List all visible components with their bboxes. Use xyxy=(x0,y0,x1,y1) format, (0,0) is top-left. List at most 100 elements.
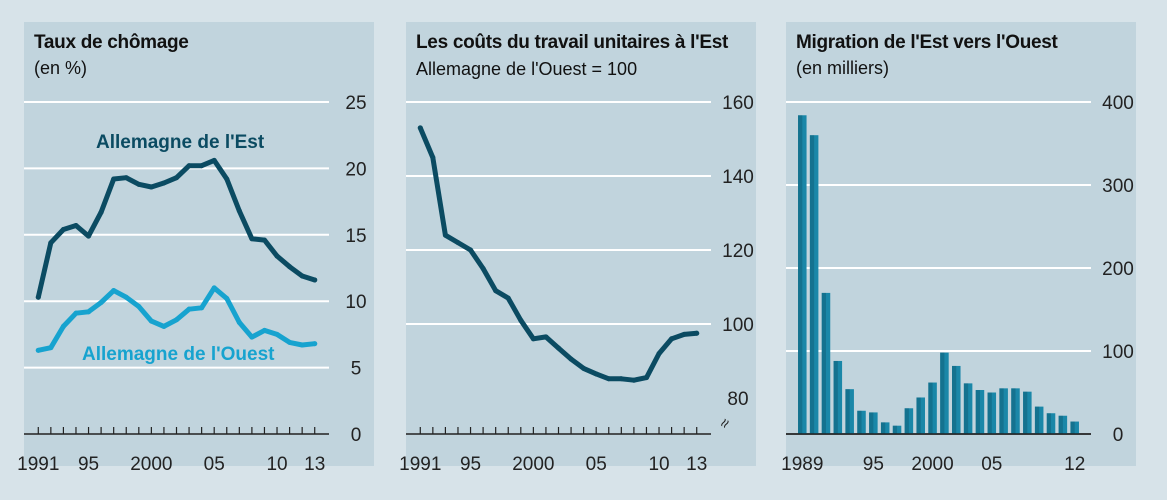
series-line-east-point xyxy=(123,175,129,181)
series-line-east-point xyxy=(211,157,217,163)
x-tick-label: 13 xyxy=(304,454,325,475)
bar xyxy=(821,292,831,434)
bar xyxy=(916,397,925,434)
bar xyxy=(904,408,914,434)
chart-subtitle: Allemagne de l'Ouest = 100 xyxy=(416,59,638,79)
x-tick-label: 1991 xyxy=(399,454,441,475)
series-line-east-point xyxy=(35,294,41,300)
bar-shade xyxy=(916,397,921,434)
bar-shade xyxy=(1046,413,1052,434)
series-line-west-point xyxy=(261,327,267,333)
x-tick-label: 2000 xyxy=(911,454,953,475)
bar xyxy=(1070,421,1079,434)
bar xyxy=(892,425,902,434)
bar xyxy=(999,388,1008,434)
series-line-east-point xyxy=(287,264,293,270)
x-tick-label: 95 xyxy=(863,454,884,475)
bar-shade xyxy=(975,390,980,434)
bar-shade xyxy=(1023,391,1028,434)
series-line-labour-cost-point xyxy=(505,295,511,301)
series-line-west-point xyxy=(98,300,104,306)
y-tick-label: 400 xyxy=(1102,93,1134,114)
y-tick-label: 140 xyxy=(722,167,754,188)
y-tick-label: 100 xyxy=(1102,342,1134,363)
series-line-labour-cost-point xyxy=(430,155,436,160)
series-line-west-point xyxy=(86,309,92,315)
x-tick-label: 95 xyxy=(78,454,99,475)
series-line-east-point xyxy=(148,184,154,190)
series-line-east-point xyxy=(161,180,167,186)
series-line-west-point xyxy=(287,339,293,345)
bar-shade xyxy=(1034,406,1040,434)
series-line-labour-cost xyxy=(417,125,700,383)
series-line-labour-cost-point xyxy=(618,376,624,382)
bar-shade xyxy=(928,382,933,434)
series-line-west-point xyxy=(161,323,167,329)
panel-migration: Migration de l'Est vers l'Ouest (en mill… xyxy=(781,22,1136,475)
bar-shade xyxy=(821,292,826,434)
series-line-west-point xyxy=(274,331,280,337)
y-tick-label: 160 xyxy=(722,93,754,114)
series-line-labour-cost-point xyxy=(568,356,574,362)
y-tick-label: 5 xyxy=(351,359,362,380)
series-line-west-point xyxy=(123,294,129,300)
series-line-labour-cost-point xyxy=(581,365,587,371)
panel-labour-costs: Les coûts du travail unitaires à l'Est A… xyxy=(399,22,756,475)
series-line-labour-cost-point xyxy=(530,336,536,342)
y-tick-label: 80 xyxy=(727,389,748,410)
series-line-labour-cost-point xyxy=(518,317,524,323)
y-tick-label: 10 xyxy=(345,292,366,313)
legend-label-west: Allemagne de l'Ouest xyxy=(82,344,275,365)
series-line-labour-cost-point xyxy=(669,336,675,342)
series-line-west-point xyxy=(73,310,79,316)
series-line-west-point xyxy=(299,342,305,348)
series-line-labour-cost-point xyxy=(643,375,649,381)
x-tick-label: 05 xyxy=(204,454,225,475)
bar xyxy=(869,412,878,434)
x-tick-label: 13 xyxy=(686,454,707,475)
series-line-east-point xyxy=(136,181,142,187)
series-line-west-point xyxy=(60,323,66,329)
bar-shade xyxy=(904,408,909,434)
bar-shade xyxy=(952,365,957,434)
y-tick-label: 0 xyxy=(351,425,362,446)
x-tick-label: 10 xyxy=(648,454,669,475)
bar-shade xyxy=(1011,388,1016,434)
y-tick-label: 200 xyxy=(1102,259,1134,280)
x-tick-label: 95 xyxy=(460,454,481,475)
x-tick-label: 2000 xyxy=(130,454,172,475)
bar-shade xyxy=(845,389,850,434)
chart-subtitle: (en %) xyxy=(34,58,88,78)
legend-label-east: Allemagne de l'Est xyxy=(96,132,265,153)
bar-shade xyxy=(1070,421,1075,434)
y-tick-label: 15 xyxy=(345,226,366,247)
x-tick-label: 1989 xyxy=(781,454,823,475)
axis-break-marker: ≈ xyxy=(716,416,735,432)
series-line-east-point xyxy=(299,273,305,279)
bar-shade xyxy=(892,425,898,434)
series-line-west-point xyxy=(312,341,318,347)
y-tick-label: 20 xyxy=(345,159,366,180)
bar xyxy=(880,422,890,434)
bar-shade xyxy=(869,412,874,434)
series-line-labour-cost-point xyxy=(442,232,448,238)
series-line-west-point xyxy=(48,345,54,351)
bar xyxy=(952,365,961,434)
chart-subtitle: (en milliers) xyxy=(796,58,890,78)
bar xyxy=(798,115,807,434)
series-line-labour-cost-point xyxy=(694,330,700,336)
bar xyxy=(987,392,997,434)
series-line-labour-cost-point xyxy=(455,240,461,246)
x-tick-label: 05 xyxy=(586,454,607,475)
series-line-labour-cost-point xyxy=(631,377,637,383)
series-line-east-point xyxy=(48,240,54,246)
bar-shade xyxy=(940,352,945,434)
bar-shade xyxy=(798,115,803,434)
series-line-west-point xyxy=(174,317,179,323)
chart-title: Les coûts du travail unitaires à l'Est xyxy=(416,32,728,53)
bar-shade xyxy=(857,410,862,434)
series-line-east-point xyxy=(249,236,255,242)
series-line-labour-cost-point xyxy=(493,288,499,294)
y-tick-label: 25 xyxy=(345,93,366,114)
